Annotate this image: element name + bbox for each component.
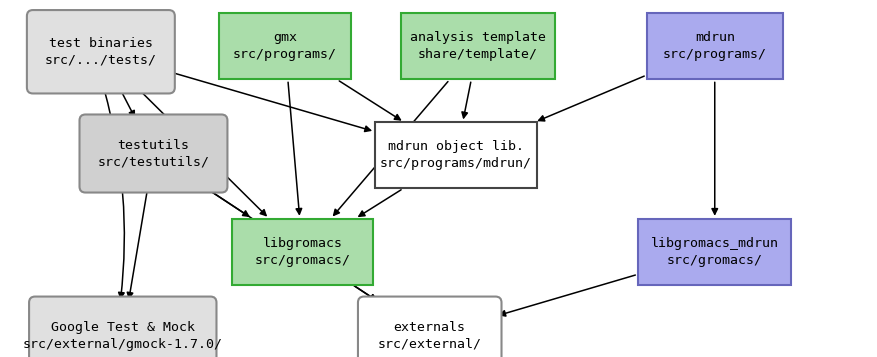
FancyBboxPatch shape bbox=[219, 13, 351, 80]
Text: mdrun object lib.
src/programs/mdrun/: mdrun object lib. src/programs/mdrun/ bbox=[380, 140, 532, 170]
Text: libgromacs_mdrun
src/gromacs/: libgromacs_mdrun src/gromacs/ bbox=[651, 237, 779, 267]
Text: mdrun
src/programs/: mdrun src/programs/ bbox=[663, 31, 766, 61]
FancyBboxPatch shape bbox=[638, 218, 792, 285]
FancyBboxPatch shape bbox=[358, 297, 502, 357]
FancyBboxPatch shape bbox=[647, 13, 783, 80]
Text: analysis template
share/template/: analysis template share/template/ bbox=[410, 31, 546, 61]
Text: Google Test & Mock
src/external/gmock-1.7.0/: Google Test & Mock src/external/gmock-1.… bbox=[23, 321, 223, 351]
FancyBboxPatch shape bbox=[29, 297, 217, 357]
FancyBboxPatch shape bbox=[232, 218, 373, 285]
FancyBboxPatch shape bbox=[27, 10, 175, 94]
Text: gmx
src/programs/: gmx src/programs/ bbox=[233, 31, 337, 61]
FancyBboxPatch shape bbox=[402, 13, 554, 80]
Text: externals
src/external/: externals src/external/ bbox=[378, 321, 481, 351]
Text: libgromacs
src/gromacs/: libgromacs src/gromacs/ bbox=[254, 237, 351, 267]
Text: test binaries
src/.../tests/: test binaries src/.../tests/ bbox=[45, 37, 157, 67]
Text: testutils
src/testutils/: testutils src/testutils/ bbox=[97, 139, 210, 169]
FancyBboxPatch shape bbox=[375, 122, 537, 188]
FancyBboxPatch shape bbox=[80, 115, 227, 192]
